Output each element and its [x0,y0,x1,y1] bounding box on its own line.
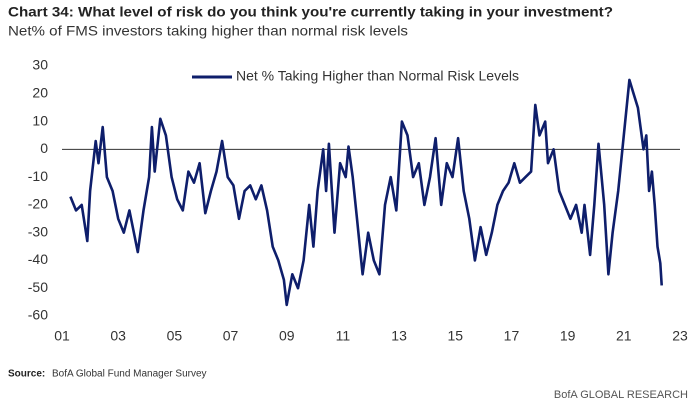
y-tick-label: -60 [28,307,48,323]
x-tick-label: 07 [223,328,239,344]
y-tick-label: -10 [28,168,48,184]
x-tick-label: 01 [54,328,70,344]
x-tick-label: 03 [110,328,126,344]
y-tick-label: 10 [32,112,48,128]
y-tick-label: 0 [40,140,48,156]
y-tick-label: -30 [28,223,48,239]
source-text: BofA Global Fund Manager Survey [52,369,207,380]
y-tick-label: 20 [32,84,48,100]
x-tick-label: 13 [391,328,407,344]
y-tick-label: -40 [28,251,48,267]
legend-label: Net % Taking Higher than Normal Risk Lev… [236,68,519,84]
chart-title: Chart 34: What level of risk do you thin… [8,4,613,20]
x-tick-label: 21 [616,328,632,344]
x-tick-label: 19 [560,328,576,344]
series-line [69,78,663,307]
y-tick-label: -20 [28,196,48,212]
x-tick-label: 11 [336,328,351,344]
y-tick-label: -50 [28,279,48,295]
x-tick-label: 15 [447,328,463,344]
x-tick-label: 23 [672,328,688,344]
footer: BofA GLOBAL RESEARCH [554,389,688,401]
x-tick-label: 17 [504,328,520,344]
x-tick-label: 05 [167,328,183,344]
x-tick-label: 09 [279,328,295,344]
source-label: Source: [8,369,45,380]
chart-subtitle: Net% of FMS investors taking higher than… [8,23,408,39]
y-tick-label: 30 [32,57,48,73]
